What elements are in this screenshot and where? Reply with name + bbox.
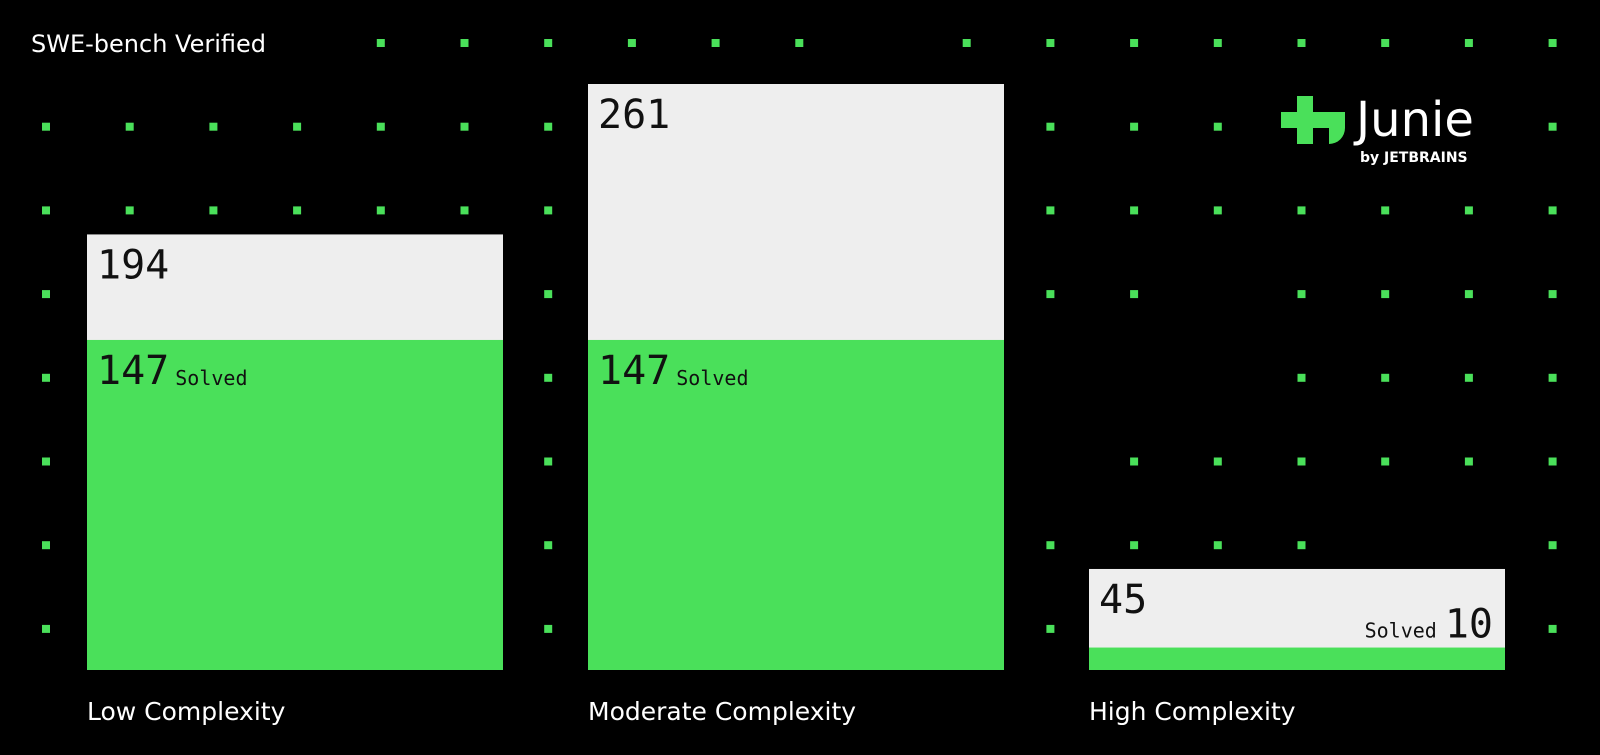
grid-dot xyxy=(711,39,720,47)
bar-solved xyxy=(588,339,1004,670)
grid-dot xyxy=(1548,373,1557,382)
grid-dot xyxy=(1464,290,1473,299)
solved-caption: Solved xyxy=(1365,619,1437,643)
grid-dot xyxy=(1213,39,1222,47)
grid-dot xyxy=(293,122,302,131)
grid-dot xyxy=(1548,290,1557,299)
grid-dot xyxy=(544,122,553,131)
chart-title: SWE-bench Verified xyxy=(31,30,266,58)
x-tick-label: Moderate Complexity xyxy=(588,697,856,726)
grid-dot xyxy=(460,122,469,131)
solved-caption: Solved xyxy=(175,366,247,390)
grid-dot xyxy=(1130,457,1139,466)
grid-dot xyxy=(1046,122,1055,131)
grid-dot xyxy=(1548,206,1557,215)
grid-dot xyxy=(544,206,553,215)
total-label: 261 xyxy=(598,92,670,138)
grid-dot xyxy=(125,206,134,215)
grid-dot xyxy=(544,457,553,466)
grid-dot xyxy=(1381,290,1390,299)
x-tick-label: High Complexity xyxy=(1089,697,1296,726)
grid-dot xyxy=(1130,541,1139,550)
grid-dot xyxy=(376,39,385,47)
grid-dot xyxy=(42,122,50,131)
grid-dot xyxy=(544,373,553,382)
total-label: 194 xyxy=(97,242,169,288)
solved-caption: Solved xyxy=(676,366,748,390)
bar-solved xyxy=(87,339,503,670)
grid-dot xyxy=(1046,290,1055,299)
grid-dot xyxy=(42,206,50,215)
grid-dot xyxy=(1297,457,1306,466)
grid-dot xyxy=(1297,39,1306,47)
grid-dot xyxy=(1464,39,1473,47)
grid-dot xyxy=(1046,624,1055,633)
grid-dot xyxy=(795,39,804,47)
grid-dot xyxy=(1213,457,1222,466)
grid-dot xyxy=(1464,206,1473,215)
grid-dot xyxy=(1548,624,1557,633)
grid-dot xyxy=(544,290,553,299)
grid-dot xyxy=(1548,39,1557,47)
grid-dot xyxy=(42,373,50,382)
solved-label: 10 xyxy=(1445,602,1493,648)
grid-dot xyxy=(544,624,553,633)
grid-dot xyxy=(1297,541,1306,550)
grid-dot xyxy=(209,122,218,131)
grid-dot xyxy=(1381,39,1390,47)
grid-dot xyxy=(1297,290,1306,299)
bar-solved xyxy=(1089,647,1505,670)
grid-dot xyxy=(1213,541,1222,550)
grid-dot xyxy=(1548,541,1557,550)
grid-dot xyxy=(1130,206,1139,215)
grid-dot xyxy=(544,541,553,550)
logo: Junie by JETBRAINS xyxy=(1281,92,1474,166)
total-label: 45 xyxy=(1099,577,1147,623)
grid-dot xyxy=(42,290,50,299)
grid-dot xyxy=(209,206,218,215)
grid-dot xyxy=(42,541,50,550)
grid-dot xyxy=(1130,122,1139,131)
grid-dot xyxy=(1213,122,1222,131)
grid-dot xyxy=(460,39,469,47)
grid-dot xyxy=(1046,206,1055,215)
grid-dot xyxy=(1297,206,1306,215)
solved-label: 147 xyxy=(97,348,169,394)
grid-dot xyxy=(1464,373,1473,382)
grid-dot xyxy=(1297,373,1306,382)
logo-byline: by JETBRAINS xyxy=(1360,150,1468,166)
grid-dot xyxy=(962,39,971,47)
grid-dot xyxy=(125,122,134,131)
grid-dot xyxy=(1548,122,1557,131)
grid-dot xyxy=(376,206,385,215)
grid-dot xyxy=(460,206,469,215)
grid-dot xyxy=(42,457,50,466)
grid-dot xyxy=(1130,290,1139,299)
grid-dot xyxy=(1046,39,1055,47)
grid-dot xyxy=(1381,457,1390,466)
grid-dot xyxy=(1213,206,1222,215)
logo-icon xyxy=(1281,96,1345,144)
grid-dot xyxy=(1381,373,1390,382)
grid-dot xyxy=(1548,457,1557,466)
grid-dot xyxy=(1130,39,1139,47)
grid-dot xyxy=(1381,206,1390,215)
grid-dot xyxy=(627,39,636,47)
grid-dot xyxy=(544,39,553,47)
grid-dot xyxy=(1046,541,1055,550)
grid-dot xyxy=(376,122,385,131)
logo-name: Junie xyxy=(1353,92,1474,148)
grid-dot xyxy=(293,206,302,215)
x-tick-label: Low Complexity xyxy=(87,697,286,726)
grid-dot xyxy=(1464,457,1473,466)
grid-dot xyxy=(42,624,50,633)
solved-label: 147 xyxy=(598,348,670,394)
